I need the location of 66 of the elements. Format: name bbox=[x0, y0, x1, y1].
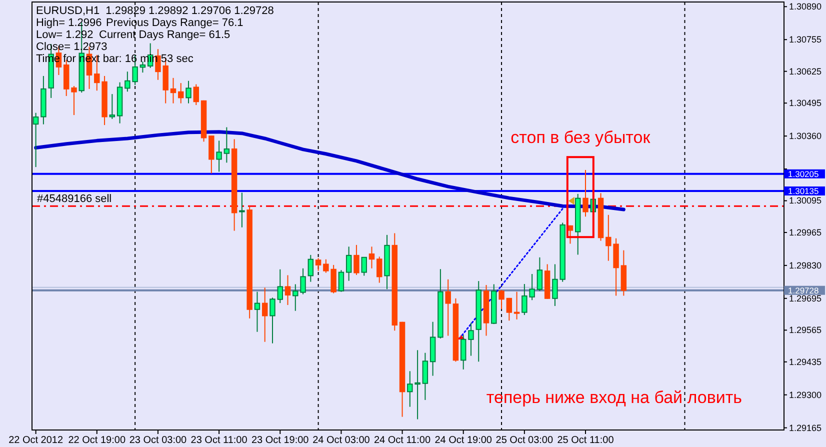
ref-line-label: 1.30205 bbox=[788, 168, 819, 179]
candlestick bbox=[32, 112, 39, 168]
candlestick bbox=[346, 246, 352, 282]
candlestick bbox=[208, 135, 214, 174]
candlestick bbox=[368, 246, 375, 269]
candlestick bbox=[284, 274, 291, 306]
y-tick-label: 1.29565 bbox=[789, 325, 822, 336]
candlestick bbox=[361, 256, 367, 276]
x-tick-label: 24 Oct 19:00 bbox=[434, 435, 492, 446]
annotation: стоп в без убыток bbox=[510, 128, 651, 148]
candlestick bbox=[254, 291, 260, 332]
y-tick-label: 1.30360 bbox=[789, 131, 822, 142]
candlestick bbox=[315, 258, 322, 272]
annotation: High= 1.2996 bbox=[36, 17, 102, 29]
candlestick bbox=[216, 140, 222, 172]
y-tick-label: 1.30495 bbox=[789, 98, 822, 108]
candlestick bbox=[193, 84, 200, 106]
candlestick bbox=[270, 297, 276, 344]
candlestick bbox=[582, 169, 588, 218]
candlestick bbox=[277, 268, 283, 304]
x-tick-label: 24 Oct 11:00 bbox=[374, 435, 431, 446]
candlestick bbox=[376, 256, 382, 284]
x-tick-label: 23 Oct 03:00 bbox=[129, 435, 188, 446]
x-tick-label: 23 Oct 11:00 bbox=[190, 435, 248, 446]
y-tick-label: 1.30890 bbox=[789, 2, 822, 12]
y-tick-label: 1.29830 bbox=[789, 260, 822, 270]
candlestick bbox=[239, 192, 245, 228]
candlestick bbox=[506, 297, 512, 322]
candlestick bbox=[71, 85, 77, 116]
candlestick bbox=[224, 126, 230, 164]
candlestick bbox=[445, 278, 451, 336]
ref-line-label: #45489166 sell bbox=[37, 193, 112, 206]
x-tick-label: 25 Oct 03:00 bbox=[496, 435, 554, 446]
candlestick bbox=[422, 352, 428, 400]
y-tick-label: 1.29165 bbox=[789, 422, 822, 433]
annotation: Previous Days Range= 76.1 bbox=[106, 17, 244, 29]
candlestick bbox=[460, 334, 466, 370]
ref-line-label: 1.30135 bbox=[788, 186, 819, 196]
candlestick bbox=[468, 322, 474, 356]
x-tick-label: 22 Oct 19:00 bbox=[68, 435, 126, 446]
candlestick bbox=[109, 94, 116, 120]
candlestick bbox=[178, 82, 184, 104]
x-tick-label: 23 Oct 19:00 bbox=[251, 435, 310, 446]
candlestick bbox=[354, 244, 360, 276]
candlestick bbox=[536, 256, 543, 292]
y-tick-label: 1.30625 bbox=[789, 66, 822, 76]
candlestick bbox=[262, 287, 268, 342]
x-tick-label: 25 Oct 11:00 bbox=[557, 435, 614, 446]
candlestick bbox=[338, 270, 344, 292]
y-tick-label: 1.29965 bbox=[789, 227, 822, 238]
x-tick-label: 22 Oct 2012 bbox=[8, 435, 64, 446]
candlestick bbox=[498, 290, 504, 310]
y-tick-label: 1.29300 bbox=[789, 390, 822, 400]
candlestick bbox=[170, 77, 176, 104]
annotation: теперь ниже вход на бай ловить bbox=[486, 388, 742, 407]
candlestick bbox=[514, 291, 520, 320]
ref-line-label: 1.29728 bbox=[788, 285, 819, 296]
chart-title: EURUSD,H1 1.29829 1.29892 1.29706 1.29728 bbox=[36, 5, 274, 17]
y-tick-label: 1.30755 bbox=[789, 34, 822, 45]
annotation: Current Days Range= 61.5 bbox=[99, 29, 230, 41]
x-tick-label: 24 Oct 03:00 bbox=[312, 435, 370, 446]
candlestick bbox=[308, 254, 314, 282]
candlestick bbox=[186, 80, 192, 104]
y-tick-label: 1.29435 bbox=[789, 356, 822, 367]
y-tick-label: 1.30095 bbox=[789, 196, 822, 206]
y-tick-label: 1.29695 bbox=[789, 293, 822, 304]
